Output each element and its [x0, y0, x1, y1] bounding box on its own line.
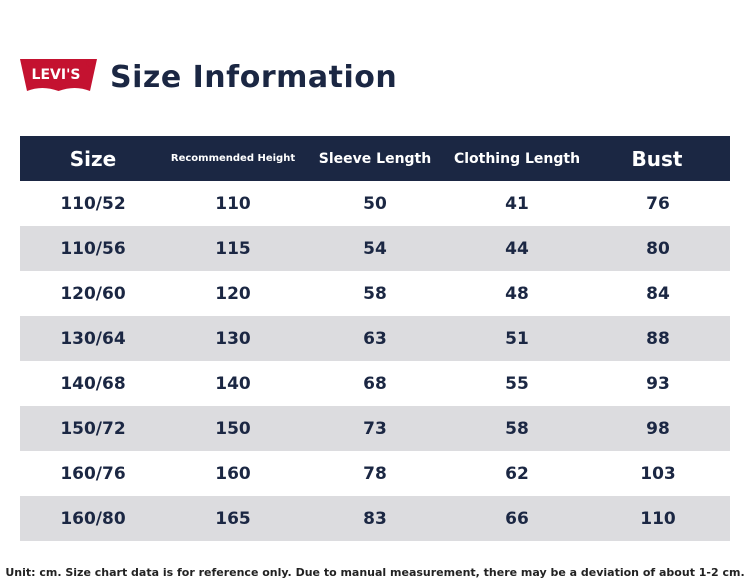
table-cell: 120/60 — [60, 283, 126, 304]
header-clothing-length: Clothing Length — [453, 150, 581, 167]
table-row: 140/68 140 68 55 93 — [20, 361, 730, 406]
table-cell: 48 — [505, 283, 529, 304]
table-cell: 78 — [363, 463, 387, 484]
table-cell: 50 — [363, 193, 387, 214]
table-cell: 140/68 — [60, 373, 126, 394]
table-cell: 160 — [215, 463, 251, 484]
table-row: 130/64 130 63 51 88 — [20, 316, 730, 361]
table-cell: 41 — [505, 193, 529, 214]
table-cell: 130 — [215, 328, 251, 349]
table-header: Size Recommended Height Sleeve Length Cl… — [20, 136, 730, 181]
table-cell: 54 — [363, 238, 387, 259]
table-cell: 110/56 — [60, 238, 126, 259]
table-cell: 63 — [363, 328, 387, 349]
table-cell: 150 — [215, 418, 251, 439]
table-cell: 160/76 — [60, 463, 126, 484]
table-cell: 115 — [215, 238, 251, 259]
header-size: Size — [69, 146, 117, 171]
table-cell: 110 — [215, 193, 251, 214]
table-cell: 44 — [505, 238, 529, 259]
table-cell: 55 — [505, 373, 529, 394]
table-row: 110/56 115 54 44 80 — [20, 226, 730, 271]
size-table: Size Recommended Height Sleeve Length Cl… — [20, 136, 730, 541]
table-cell: 76 — [646, 193, 670, 214]
table-cell: 80 — [646, 238, 670, 259]
table-cell: 103 — [640, 463, 676, 484]
table-cell: 62 — [505, 463, 529, 484]
table-cell: 58 — [363, 283, 387, 304]
table-row: 150/72 150 73 58 98 — [20, 406, 730, 451]
table-cell: 58 — [505, 418, 529, 439]
table-row: 120/60 120 58 48 84 — [20, 271, 730, 316]
table-cell: 88 — [646, 328, 670, 349]
table-cell: 160/80 — [60, 508, 126, 529]
table-row: 110/52 110 50 41 76 — [20, 181, 730, 226]
table-cell: 73 — [363, 418, 387, 439]
table-cell: 110/52 — [60, 193, 126, 214]
svg-text:LEVI'S: LEVI'S — [32, 67, 81, 83]
table-cell: 110 — [640, 508, 676, 529]
table-cell: 84 — [646, 283, 670, 304]
page-title: Size Information — [110, 60, 398, 95]
footnote: Unit: cm. Size chart data is for referen… — [5, 566, 745, 579]
table-row: 160/80 165 83 66 110 — [20, 496, 730, 541]
table-cell: 165 — [215, 508, 251, 529]
table-cell: 51 — [505, 328, 529, 349]
header-height: Recommended Height — [170, 153, 296, 164]
levis-logo: LEVI'S — [20, 59, 97, 91]
table-cell: 93 — [646, 373, 670, 394]
table-row: 160/76 160 78 62 103 — [20, 451, 730, 496]
table-cell: 140 — [215, 373, 251, 394]
table-cell: 66 — [505, 508, 529, 529]
header-bust: Bust — [631, 146, 683, 171]
table-cell: 83 — [363, 508, 387, 529]
table-cell: 98 — [646, 418, 670, 439]
table-cell: 150/72 — [60, 418, 126, 439]
table-cell: 130/64 — [60, 328, 126, 349]
header-sleeve: Sleeve Length — [318, 150, 432, 167]
table-cell: 120 — [215, 283, 251, 304]
table-cell: 68 — [363, 373, 387, 394]
